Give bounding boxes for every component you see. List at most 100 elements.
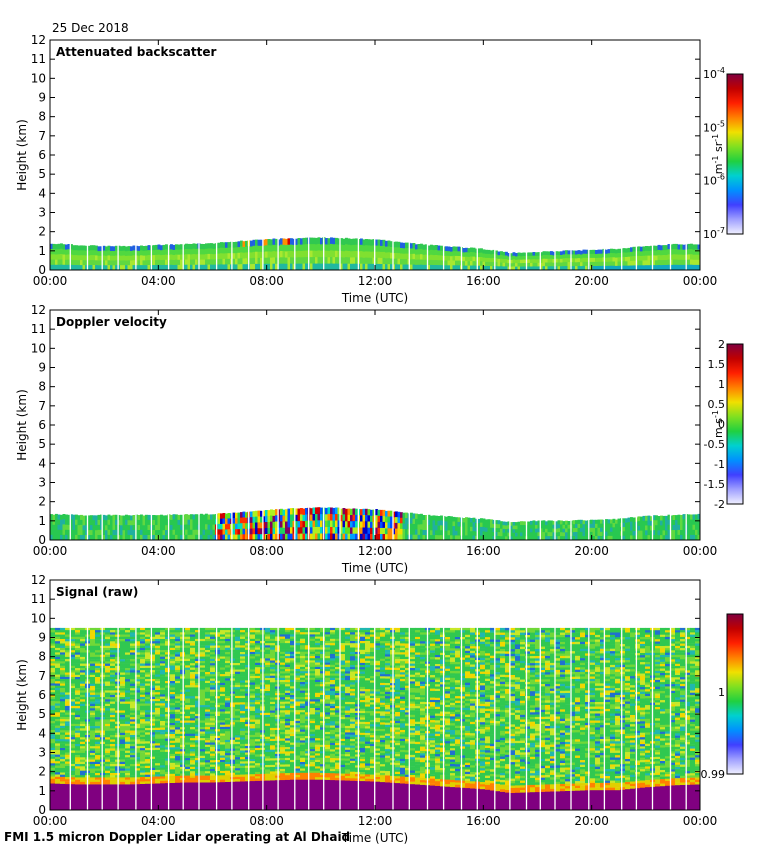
data-cell bbox=[423, 525, 426, 531]
data-column bbox=[285, 509, 288, 540]
data-cell bbox=[55, 723, 60, 726]
data-cell bbox=[465, 257, 468, 262]
data-cell bbox=[55, 726, 60, 729]
data-cell bbox=[675, 244, 678, 250]
data-cell bbox=[80, 682, 85, 685]
data-cell bbox=[610, 262, 613, 267]
data-cell bbox=[155, 690, 160, 693]
data-column bbox=[563, 521, 566, 540]
data-cell bbox=[98, 525, 101, 531]
data-cell bbox=[125, 740, 130, 743]
data-column bbox=[268, 239, 271, 271]
data-cell bbox=[90, 769, 95, 772]
data-column bbox=[403, 243, 406, 271]
data-cell bbox=[543, 255, 546, 259]
data-cell bbox=[125, 670, 130, 673]
data-cell bbox=[90, 668, 95, 671]
data-cell bbox=[488, 254, 491, 259]
data-cell bbox=[128, 525, 131, 531]
data-cell bbox=[665, 245, 668, 251]
data-cell bbox=[155, 730, 160, 733]
data-column bbox=[153, 515, 156, 541]
data-cell bbox=[75, 648, 80, 651]
data-cell bbox=[528, 525, 531, 529]
data-cell bbox=[693, 244, 696, 250]
data-column bbox=[298, 509, 301, 541]
data-cell bbox=[385, 247, 388, 253]
data-cell bbox=[50, 774, 55, 777]
data-column bbox=[353, 508, 356, 540]
data-cell bbox=[473, 248, 476, 253]
data-cell bbox=[140, 637, 145, 640]
data-cell bbox=[140, 755, 145, 758]
data-cell bbox=[250, 517, 253, 523]
data-column bbox=[398, 512, 401, 541]
data-cell bbox=[485, 262, 488, 267]
data-cell bbox=[140, 686, 145, 689]
data-cell bbox=[160, 721, 165, 724]
data-cell bbox=[333, 238, 336, 245]
data-cell bbox=[128, 260, 131, 265]
data-cell bbox=[318, 514, 321, 521]
data-cell bbox=[65, 695, 70, 698]
data-cell bbox=[120, 728, 125, 731]
data-cell bbox=[545, 251, 548, 255]
data-cell bbox=[78, 520, 81, 526]
data-cell bbox=[453, 531, 456, 536]
data-cell bbox=[125, 630, 130, 633]
data-cell bbox=[173, 245, 176, 251]
data-column bbox=[575, 520, 578, 540]
data-cell bbox=[110, 704, 115, 707]
data-cell bbox=[65, 744, 70, 747]
data-cell bbox=[145, 684, 150, 687]
data-cell bbox=[95, 666, 100, 669]
data-cell bbox=[505, 522, 508, 526]
data-cell bbox=[95, 764, 100, 767]
data-cell bbox=[345, 251, 348, 258]
data-column bbox=[618, 519, 621, 541]
data-cell bbox=[558, 524, 561, 528]
data-cell bbox=[75, 530, 78, 536]
data-cell bbox=[348, 264, 351, 271]
data-cell bbox=[643, 261, 646, 266]
data-cell bbox=[188, 244, 191, 250]
data-cell bbox=[430, 525, 433, 530]
data-cell bbox=[155, 245, 158, 251]
data-cell bbox=[120, 746, 125, 749]
data-cell bbox=[160, 752, 165, 755]
data-cell bbox=[273, 251, 276, 258]
data-cell bbox=[410, 243, 413, 249]
data-cell bbox=[613, 257, 616, 262]
data-cell bbox=[365, 245, 368, 252]
data-cell bbox=[95, 677, 100, 680]
data-cell bbox=[663, 530, 666, 535]
data-cell bbox=[80, 641, 85, 644]
data-cell bbox=[95, 737, 100, 740]
data-cell bbox=[75, 682, 80, 685]
data-cell bbox=[665, 250, 668, 256]
data-cell bbox=[130, 670, 135, 673]
data-cell bbox=[618, 531, 621, 536]
data-cell bbox=[693, 530, 696, 536]
data-cell bbox=[583, 520, 586, 524]
data-cell bbox=[160, 697, 165, 700]
data-cell bbox=[105, 744, 110, 747]
data-column bbox=[568, 250, 571, 270]
data-cell bbox=[120, 762, 125, 765]
data-cell bbox=[83, 255, 86, 260]
data-cell bbox=[518, 525, 521, 529]
data-cell bbox=[423, 245, 426, 251]
data-cell bbox=[65, 768, 70, 771]
data-cell bbox=[73, 245, 76, 251]
data-cell bbox=[55, 746, 60, 749]
data-cell bbox=[693, 514, 696, 520]
data-cell bbox=[75, 695, 80, 698]
data-cell bbox=[250, 512, 253, 518]
data-cell bbox=[80, 742, 85, 745]
data-cell bbox=[300, 245, 303, 252]
data-cell bbox=[60, 701, 65, 704]
data-cell bbox=[58, 530, 61, 536]
data-cell bbox=[623, 518, 626, 523]
data-cell bbox=[125, 628, 130, 631]
data-cell bbox=[50, 688, 55, 691]
